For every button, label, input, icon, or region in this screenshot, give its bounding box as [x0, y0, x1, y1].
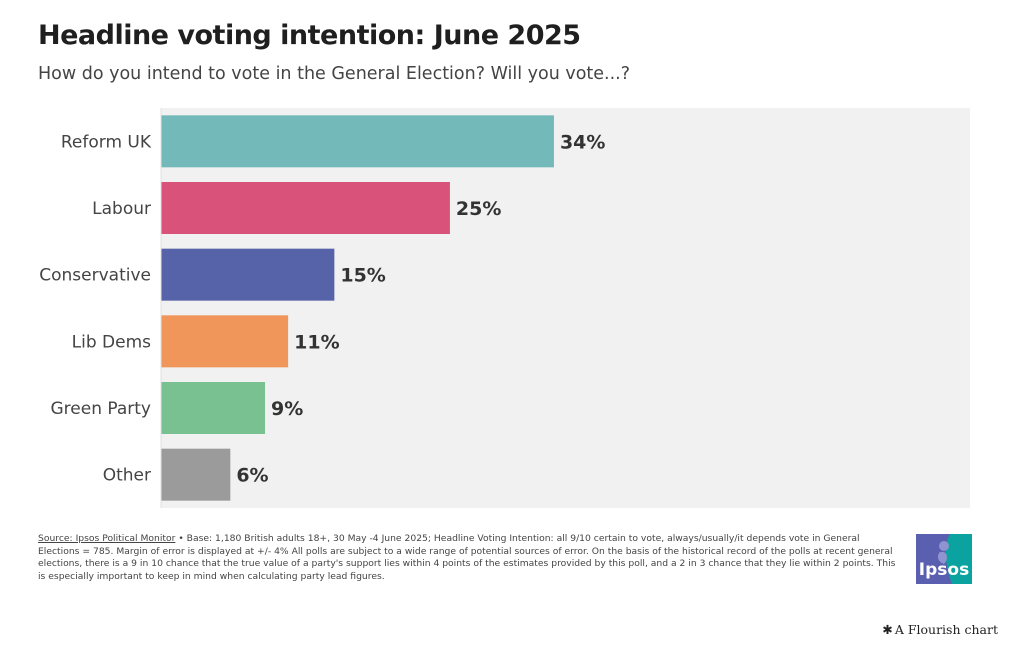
bar[interactable] [161, 182, 450, 234]
chart-title: Headline voting intention: June 2025 [38, 20, 581, 51]
ipsos-logo-mark [916, 534, 972, 584]
category-label: Lib Dems [72, 332, 151, 352]
category-label: Labour [92, 199, 151, 219]
data-label: 25% [456, 198, 501, 220]
source-link[interactable]: Source: Ipsos Political Monitor [38, 533, 176, 544]
chart-subtitle: How do you intend to vote in the General… [38, 64, 631, 84]
data-label: 9% [271, 398, 303, 420]
plot-area [161, 108, 970, 508]
bar[interactable] [161, 248, 335, 301]
logo-text: Ipsos [918, 560, 970, 580]
category-label: Other [103, 466, 151, 486]
flourish-credit-label: A Flourish chart [894, 622, 998, 637]
category-label: Reform UK [61, 132, 152, 152]
footer-note: Source: Ipsos Political Monitor • Base: … [38, 533, 898, 583]
category-label: Conservative [39, 266, 151, 286]
ipsos-logo: Ipsos [914, 532, 974, 586]
category-label: Green Party [50, 399, 151, 419]
bar-chart: Reform UK 34% Labour 25% Conservative 15% Lib … [39, 108, 970, 508]
footer-text: • Base: 1,180 British adults 18+, 30 May… [38, 533, 896, 582]
bar[interactable] [161, 315, 289, 368]
bar[interactable] [161, 115, 554, 168]
bar[interactable] [161, 382, 266, 434]
flourish-credit[interactable]: ✱ A Flourish chart [882, 622, 998, 637]
bar[interactable] [161, 448, 231, 501]
flourish-star-icon: ✱ [882, 622, 893, 637]
data-label: 15% [340, 265, 385, 287]
data-label: 6% [236, 465, 268, 487]
data-label: 34% [560, 131, 605, 153]
data-label: 11% [294, 331, 339, 353]
